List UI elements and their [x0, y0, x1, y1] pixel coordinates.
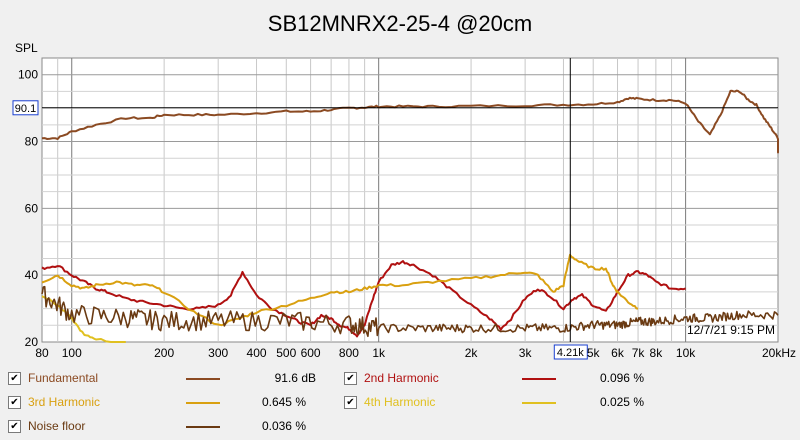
- legend-item-3rd-harmonic[interactable]: ✔ 3rd Harmonic 0.645 %: [8, 393, 328, 413]
- series-line-fundamental: [41, 89, 779, 154]
- x-tick-label: 20kHz: [762, 346, 796, 360]
- x-tick-label: 800: [339, 346, 359, 360]
- legend-item-noise-floor[interactable]: ✔ Noise floor 0.036 %: [8, 417, 328, 437]
- x-tick-label: 1k: [372, 346, 386, 360]
- legend-swatch-fundamental: [186, 378, 220, 380]
- legend-checkbox-4th-harmonic[interactable]: ✔: [344, 396, 357, 409]
- legend-value-noise-floor: 0.036 %: [261, 419, 306, 433]
- cursor-y-box: [12, 100, 39, 116]
- x-tick-label: 100: [62, 346, 82, 360]
- chart: 90.1 4.21k 80 100 200 300 400 500 600 800 1k 2k 3k 5…: [12, 11, 796, 360]
- x-tick-label: 10k: [676, 346, 696, 360]
- legend-item-4th-harmonic[interactable]: ✔ 4th Harmonic 0.025 %: [344, 393, 664, 413]
- series-line-3rd-harmonic: [41, 253, 639, 327]
- legend-value-2nd-harmonic: 0.096 %: [599, 371, 644, 385]
- legend-label-noise-floor: Noise floor: [28, 419, 86, 433]
- y-tick-label: 40: [25, 268, 39, 282]
- x-tick-label: 2k: [465, 346, 479, 360]
- legend-checkbox-noise-floor[interactable]: ✔: [8, 420, 21, 433]
- legend-label-3rd-harmonic: 3rd Harmonic: [28, 395, 101, 409]
- legend-swatch-4th-harmonic: [522, 402, 556, 404]
- cursor-y-label: 90.1: [15, 103, 36, 115]
- legend-swatch-3rd-harmonic: [186, 402, 220, 404]
- series-line-2nd-harmonic: [41, 260, 686, 338]
- cursor-x-box: [553, 344, 588, 360]
- legend-label-2nd-harmonic: 2nd Harmonic: [364, 371, 439, 385]
- x-tick-label: 8k: [650, 346, 664, 360]
- legend-label-4th-harmonic: 4th Harmonic: [364, 395, 436, 409]
- legend-value-3rd-harmonic: 0.645 %: [261, 395, 306, 409]
- legend-checkbox-3rd-harmonic[interactable]: ✔: [8, 396, 21, 409]
- timestamp: 12/7/21 9:15 PM: [687, 323, 775, 337]
- x-tick-label: 200: [154, 346, 174, 360]
- legend-item-fundamental[interactable]: ✔ Fundamental 91.6 dB: [8, 369, 328, 389]
- y-tick-label: 60: [25, 201, 39, 215]
- cursor-x-label: 4.21k: [557, 347, 584, 359]
- legend-value-4th-harmonic: 0.025 %: [599, 395, 644, 409]
- x-tick-label: 300: [208, 346, 228, 360]
- x-tick-label: 400: [247, 346, 267, 360]
- y-tick-label: 20: [25, 335, 39, 349]
- legend-checkbox-fundamental[interactable]: ✔: [8, 372, 21, 385]
- legend-value-fundamental: 91.6 dB: [274, 371, 316, 385]
- x-tick-label: 600: [301, 346, 321, 360]
- legend-label-fundamental: Fundamental: [28, 371, 99, 385]
- x-tick-label: 6k: [611, 346, 625, 360]
- legend: ✔ Fundamental 91.6 dB ✔ 2nd Harmonic 0.0…: [0, 366, 800, 440]
- x-tick-label: 5k: [587, 346, 601, 360]
- x-tick-label: 7k: [632, 346, 646, 360]
- legend-swatch-noise-floor: [186, 426, 220, 428]
- legend-item-2nd-harmonic[interactable]: ✔ 2nd Harmonic 0.096 %: [344, 369, 664, 389]
- y-tick-label: 80: [25, 135, 39, 149]
- series-line-noise-floor: [41, 285, 779, 338]
- legend-swatch-2nd-harmonic: [522, 378, 556, 380]
- x-tick-label: 500: [276, 346, 296, 360]
- x-tick-label: 3k: [519, 346, 533, 360]
- x-tick-label: 80: [35, 346, 49, 360]
- y-axis-label: SPL: [15, 41, 38, 55]
- legend-checkbox-2nd-harmonic[interactable]: ✔: [344, 372, 357, 385]
- chart-title: SB12MNRX2-25-4 @20cm: [268, 11, 532, 36]
- y-tick-label: 100: [18, 68, 38, 82]
